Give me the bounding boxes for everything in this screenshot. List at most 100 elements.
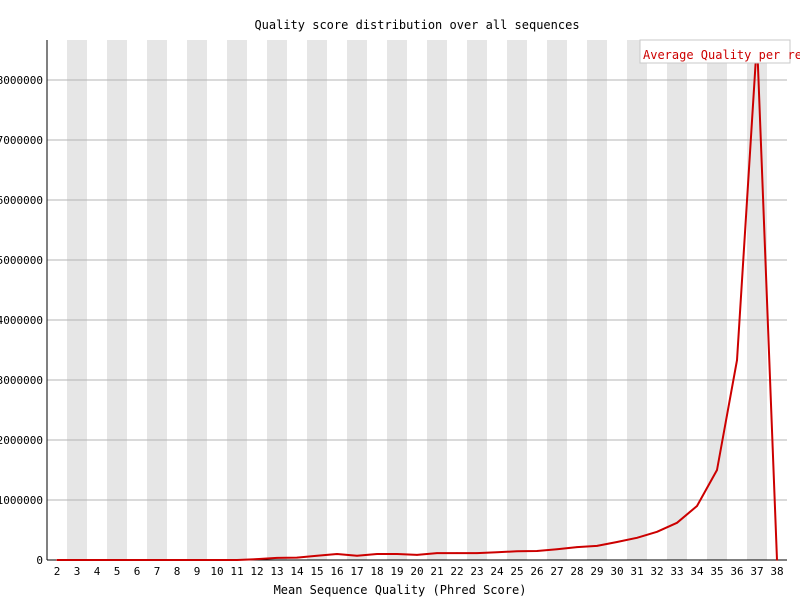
x-tick-15: 15 [310, 565, 323, 578]
y-tick-2000000: 2000000 [0, 434, 43, 447]
data-point-20 [416, 554, 418, 556]
data-point-38 [776, 559, 778, 561]
data-point-7 [156, 559, 158, 561]
column-stripes [67, 40, 767, 560]
stripe-7 [147, 40, 167, 560]
stripe-29 [587, 40, 607, 560]
y-tick-3000000: 3000000 [0, 374, 43, 387]
legend-box [639, 39, 791, 64]
x-tick-29: 29 [590, 565, 603, 578]
x-tick-37: 37 [750, 565, 763, 578]
data-point-31 [636, 537, 638, 539]
x-tick-24: 24 [490, 565, 504, 578]
data-point-10 [216, 559, 218, 561]
data-point-4 [96, 559, 98, 561]
data-point-30 [616, 541, 618, 543]
y-tick-5000000: 5000000 [0, 254, 43, 267]
horizontal-gridlines [47, 79, 787, 501]
x-tick-28: 28 [570, 565, 583, 578]
data-point-28 [576, 546, 578, 548]
data-point-8 [176, 559, 178, 561]
x-tick-22: 22 [450, 565, 463, 578]
data-point-5 [116, 559, 118, 561]
stripe-23 [467, 40, 487, 560]
x-tick-4: 4 [94, 565, 101, 578]
stripe-9 [187, 40, 207, 560]
x-tick-14: 14 [290, 565, 304, 578]
stripe-35 [707, 40, 727, 560]
data-point-32 [656, 531, 658, 533]
x-tick-2: 2 [54, 565, 61, 578]
x-tick-19: 19 [390, 565, 403, 578]
data-point-33 [676, 522, 678, 524]
x-tick-34: 34 [690, 565, 704, 578]
data-point-11 [236, 559, 238, 561]
data-point-13 [276, 557, 278, 559]
y-tick-7000000: 7000000 [0, 134, 43, 147]
data-point-29 [596, 545, 598, 547]
data-point-2 [56, 559, 58, 561]
x-tick-27: 27 [550, 565, 563, 578]
data-point-21 [436, 552, 438, 554]
data-point-15 [316, 555, 318, 557]
data-point-24 [496, 551, 498, 553]
x-tick-16: 16 [330, 565, 343, 578]
x-tick-6: 6 [134, 565, 141, 578]
data-point-19 [396, 553, 398, 555]
data-point-36 [736, 359, 738, 362]
x-tick-38: 38 [770, 565, 783, 578]
x-tick-5: 5 [114, 565, 121, 578]
y-tick-8000000: 8000000 [0, 74, 43, 87]
x-tick-35: 35 [710, 565, 723, 578]
x-tick-11: 11 [230, 565, 243, 578]
data-point-35 [716, 469, 718, 471]
x-tick-12: 12 [250, 565, 263, 578]
stripe-33 [667, 40, 687, 560]
x-tick-9: 9 [194, 565, 201, 578]
y-tick-6000000: 6000000 [0, 194, 43, 207]
data-point-25 [516, 550, 518, 553]
data-point-18 [376, 553, 378, 555]
data-point-6 [136, 559, 138, 561]
stripe-25 [507, 40, 527, 560]
legend-entry-average-quality: Average Quality per read [643, 48, 800, 62]
x-tick-7: 7 [154, 565, 161, 578]
data-point-27 [556, 548, 558, 550]
data-point-12 [256, 558, 258, 560]
x-tick-33: 33 [670, 565, 683, 578]
x-tick-labels: 2 3 4 5 6 7 8 9 10 11 12 13 14 15 16 17 18 19 20 21 22 23 24 25… [54, 565, 784, 578]
data-point-26 [536, 550, 538, 552]
x-tick-31: 31 [630, 565, 643, 578]
data-point-17 [356, 555, 358, 557]
data-point-3 [76, 559, 78, 561]
stripe-31 [627, 40, 647, 560]
legend: Average Quality per read [639, 39, 800, 64]
y-tick-4000000: 4000000 [0, 314, 43, 327]
y-tick-labels: 0 1000000 2000000 3000000 4000000 5000000 6000… [0, 74, 43, 567]
x-tick-8: 8 [174, 565, 181, 578]
stripe-27 [547, 40, 567, 560]
data-point-14 [296, 556, 298, 559]
y-tick-1000000: 1000000 [0, 494, 43, 507]
x-tick-18: 18 [370, 565, 383, 578]
x-tick-23: 23 [470, 565, 483, 578]
data-point-23 [476, 552, 478, 554]
x-tick-10: 10 [210, 565, 223, 578]
data-point-34 [696, 505, 698, 507]
x-tick-17: 17 [350, 565, 363, 578]
x-tick-36: 36 [730, 565, 743, 578]
x-tick-13: 13 [270, 565, 283, 578]
stripe-21 [427, 40, 447, 560]
y-tick-0: 0 [36, 554, 43, 567]
x-tick-21: 21 [430, 565, 443, 578]
x-tick-3: 3 [74, 565, 81, 578]
x-axis-title: Mean Sequence Quality (Phred Score) [274, 583, 527, 597]
stripe-37 [747, 40, 767, 560]
stripe-17 [347, 40, 367, 560]
stripe-5 [107, 40, 127, 560]
stripe-11 [227, 40, 247, 560]
series-lines [56, 40, 778, 561]
x-tick-26: 26 [530, 565, 543, 578]
x-tick-32: 32 [650, 565, 663, 578]
